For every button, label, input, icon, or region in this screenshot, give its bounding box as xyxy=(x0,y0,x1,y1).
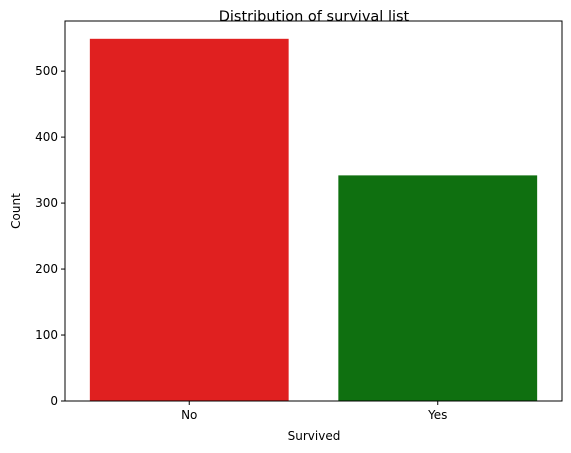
y-axis-label: Count xyxy=(9,193,23,229)
x-axis-label: Survived xyxy=(288,429,341,443)
y-axis-ticks: 0 100 200 300 400 500 xyxy=(35,64,65,408)
x-tick-label: Yes xyxy=(427,408,447,422)
plot-frame xyxy=(64,20,563,402)
bar-yes xyxy=(338,175,538,402)
y-tick-label: 500 xyxy=(35,64,58,78)
y-tick-label: 200 xyxy=(35,262,58,276)
x-tick-label: No xyxy=(181,408,197,422)
y-tick-label: 300 xyxy=(35,196,58,210)
y-tick-label: 0 xyxy=(50,394,58,408)
bar-no xyxy=(89,38,289,402)
bars-group xyxy=(89,38,538,402)
y-tick-label: 100 xyxy=(35,328,58,342)
chart-title: Distribution of survival list xyxy=(219,9,410,25)
x-axis-ticks: No Yes xyxy=(181,401,447,422)
y-tick-label: 400 xyxy=(35,130,58,144)
